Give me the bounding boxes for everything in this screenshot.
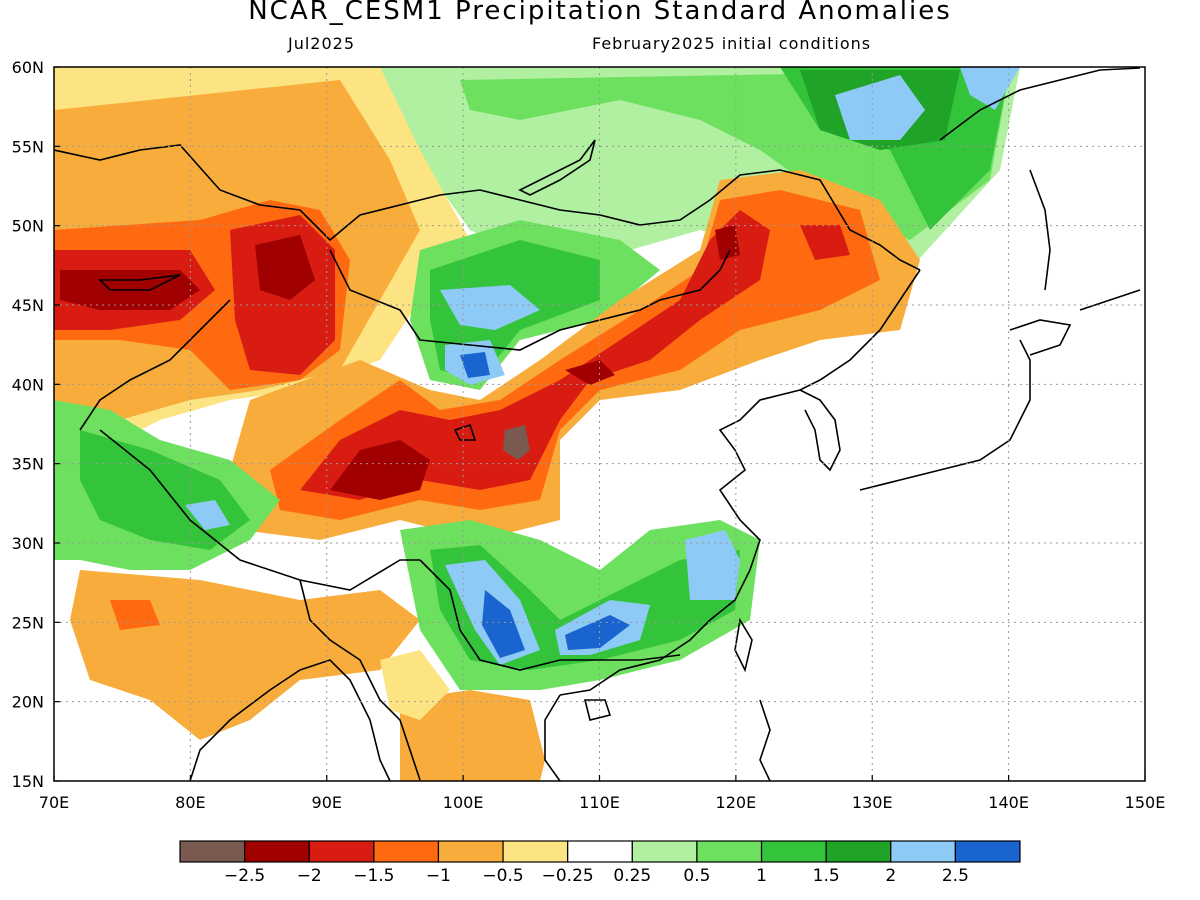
coastlines-and-borders (54, 67, 1141, 781)
coastline-korea (799, 389, 841, 472)
anomaly-area-wet-far-ne (960, 67, 1020, 110)
anomaly-area-dry-tibet-core (330, 440, 430, 500)
lat-tick-label: 55N (12, 137, 44, 156)
colorbar-label: 1.5 (813, 866, 840, 886)
lon-tick-label: 110E (579, 793, 620, 812)
axis-ticks: 70E 80E 90E 100E 110E 120E 130E 140E 150E 15N 20N 2… (12, 58, 1166, 812)
colorbar-label: 2 (885, 866, 896, 886)
colorbar-label: 2.5 (942, 866, 969, 886)
border-kazakhstan-russia (54, 144, 921, 271)
anomaly-area-wet-amur-core (835, 75, 925, 140)
border-mongolia-china (329, 249, 731, 351)
coastline-philippines (759, 699, 771, 781)
lat-tick-label: 35N (12, 455, 44, 474)
colorbar-label: −2 (297, 866, 322, 886)
colorbar-swatch (244, 840, 310, 863)
anomaly-area-dry-indochina (400, 690, 545, 781)
colorbar-swatch (373, 840, 440, 863)
lake-baikal (518, 139, 596, 196)
lat-tick-label: 20N (12, 693, 44, 712)
colorbar-swatch (760, 840, 827, 863)
colorbar-swatch (567, 840, 633, 863)
colorbar-label: 0.25 (613, 866, 651, 886)
coastline-bay-of-bengal (189, 659, 391, 781)
anomaly-area-dry-inner-mongolia-core (565, 360, 615, 385)
anomaly-area-wet-guangxi-core (565, 615, 630, 650)
border-china-indochina (419, 559, 681, 671)
anomaly-area-wet-mongolia-core3 (460, 352, 490, 378)
border-himalaya (99, 429, 420, 591)
lat-tick-label: 25N (12, 613, 44, 632)
colorbar-label: −0.5 (482, 866, 523, 886)
lake-balkhash (98, 274, 181, 291)
coastline-sakhalin (1029, 169, 1051, 291)
lon-tick-label: 100E (443, 793, 484, 812)
colorbar-swatch (308, 840, 375, 863)
anomaly-field (54, 67, 1145, 781)
colorbar-swatch (179, 840, 246, 863)
coastline-indochina (544, 694, 561, 781)
colorbar-swatch (696, 840, 763, 863)
colorbar-label: −2.5 (224, 866, 265, 886)
lon-tick-label: 120E (716, 793, 757, 812)
lat-tick-label: 45N (12, 296, 44, 315)
anomaly-area-dry-indochina-light (380, 650, 450, 720)
colorbar: −2.5 −2 −1.5 −1 −0.5 −0.25 0.25 0.5 1 1.5 2 2.5 (179, 840, 1021, 886)
lat-tick-label: 15N (12, 772, 44, 791)
colorbar-swatch (890, 840, 956, 863)
coastline-china (559, 269, 921, 696)
forecast-month: Jul2025 (288, 34, 356, 53)
anomaly-area-dry-manchuria-core (800, 225, 850, 260)
lon-tick-label: 90E (312, 793, 342, 812)
colorbar-label: −0.25 (542, 866, 594, 886)
coastline-japan-hokkaido (1009, 319, 1072, 356)
border-india-myanmar (299, 579, 421, 781)
anomaly-area-wet-jiangxi (685, 530, 740, 600)
map-title: NCAR_CESM1 Precipitation Standard Anomal… (248, 0, 952, 26)
colorbar-label: 0.5 (683, 866, 710, 886)
anomaly-area-dry-india (70, 570, 420, 740)
colorbar-swatch (502, 840, 569, 863)
initial-conditions: February2025 initial conditions (592, 34, 872, 53)
lon-tick-label: 140E (988, 793, 1029, 812)
coastline-hainan (583, 699, 612, 721)
lake-qinghai (453, 423, 477, 441)
border-china-west (79, 299, 231, 431)
anomaly-area-dry-qinghai-core (503, 425, 530, 460)
lat-tick-label: 40N (12, 375, 44, 394)
anomaly-area-dry-xinjiang-core (255, 235, 315, 300)
anomaly-area-dry-india-core (110, 600, 160, 630)
colorbar-swatch (437, 840, 504, 863)
coastline-japan-honshu (859, 339, 1031, 491)
colorbar-swatch (631, 840, 698, 863)
colorbar-label: −1.5 (353, 866, 394, 886)
lat-tick-label: 50N (12, 217, 44, 236)
anomaly-area-dry-central-strong (300, 210, 770, 500)
lat-tick-label: 60N (12, 58, 44, 77)
lat-tick-label: 30N (12, 534, 44, 553)
colorbar-swatch (954, 840, 1021, 863)
anomaly-area-wet-yunnan-core (482, 590, 525, 658)
lon-tick-label: 130E (852, 793, 893, 812)
anomaly-area-dry-hulunbuir-core (715, 225, 740, 260)
lon-tick-label: 80E (175, 793, 205, 812)
coastline-taiwan (734, 617, 753, 673)
colorbar-swatch (825, 840, 892, 863)
colorbar-label: 1 (756, 866, 767, 886)
coastline-kamchatka (1079, 289, 1141, 311)
anomaly-area-wet-himalaya-core (185, 500, 230, 530)
graticule (54, 67, 1145, 781)
coastline-okhotsk (939, 67, 1141, 141)
lon-tick-label: 70E (39, 793, 69, 812)
lon-tick-label: 150E (1125, 793, 1166, 812)
anomaly-area-wet-mongolia-core (440, 285, 540, 330)
colorbar-label: −1 (426, 866, 451, 886)
